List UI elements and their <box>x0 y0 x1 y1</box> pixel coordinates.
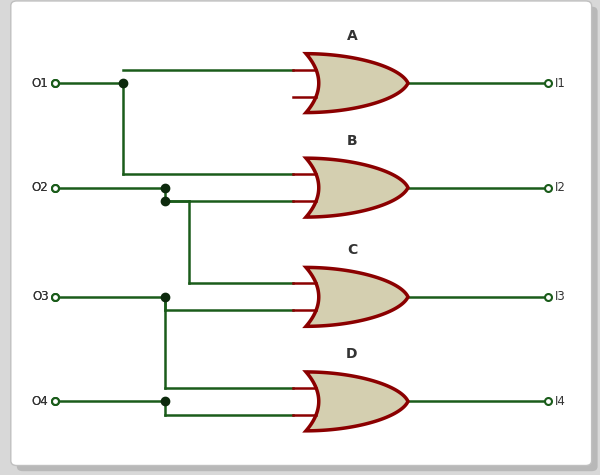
Text: I4: I4 <box>554 395 565 408</box>
Text: O3: O3 <box>32 290 49 304</box>
Text: O4: O4 <box>32 395 49 408</box>
Text: O4: O4 <box>32 395 49 408</box>
Text: O1: O1 <box>32 76 49 90</box>
Text: O2: O2 <box>32 181 49 194</box>
Text: I1: I1 <box>554 76 565 90</box>
Polygon shape <box>306 267 408 326</box>
Text: D: D <box>346 348 358 361</box>
Text: I3: I3 <box>554 290 565 304</box>
Text: O2: O2 <box>32 181 49 194</box>
Text: B: B <box>347 134 357 148</box>
Text: A: A <box>347 29 357 43</box>
Text: C: C <box>347 243 357 257</box>
Polygon shape <box>306 158 408 217</box>
Text: O3: O3 <box>32 290 49 304</box>
Polygon shape <box>306 372 408 431</box>
FancyBboxPatch shape <box>17 7 598 471</box>
Text: I2: I2 <box>554 181 565 194</box>
Text: O1: O1 <box>32 76 49 90</box>
FancyBboxPatch shape <box>11 1 592 466</box>
Polygon shape <box>306 54 408 113</box>
